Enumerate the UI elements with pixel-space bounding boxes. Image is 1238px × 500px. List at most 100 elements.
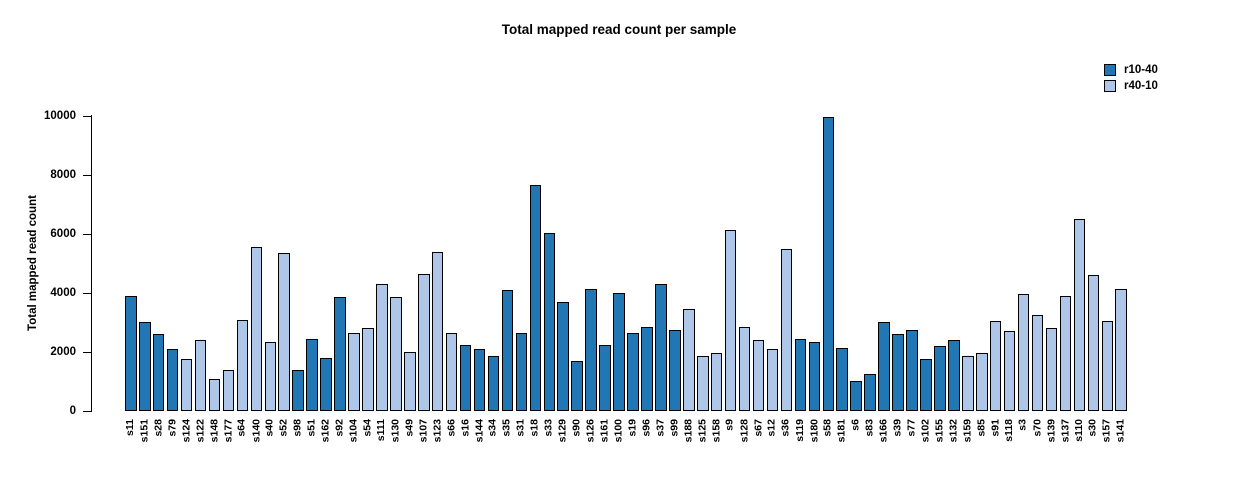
x-tick-label-s96: s96 xyxy=(640,419,653,437)
x-tick-label-s36: s36 xyxy=(779,419,792,437)
x-tick-label-s66: s66 xyxy=(445,419,458,437)
y-tick-label: 6000 xyxy=(50,228,76,240)
x-tick-label-s79: s79 xyxy=(166,419,179,437)
y-tick xyxy=(83,175,91,176)
x-tick-label-s6: s6 xyxy=(849,419,862,431)
y-tick xyxy=(83,293,91,294)
bar-s180 xyxy=(808,342,821,411)
bar-s40 xyxy=(264,342,277,411)
bar-s52 xyxy=(278,253,291,411)
bar-s155 xyxy=(934,346,946,411)
x-tick-label-s64: s64 xyxy=(235,419,248,437)
x-tick-label-s119: s119 xyxy=(793,419,806,442)
legend-label: r10-40 xyxy=(1124,64,1158,76)
x-tick-label-s144: s144 xyxy=(473,419,486,443)
x-tick-label-s98: s98 xyxy=(291,419,304,437)
x-tick-label-s148: s148 xyxy=(208,419,220,443)
bar-s166 xyxy=(878,322,890,411)
bar-s188 xyxy=(683,309,695,411)
x-tick-label-s77: s77 xyxy=(905,419,918,437)
bar-s151 xyxy=(138,322,151,411)
y-tick-label: 2000 xyxy=(50,346,76,358)
y-tick xyxy=(83,352,91,353)
bar-s139 xyxy=(1045,328,1058,411)
bar-s83 xyxy=(864,374,876,411)
legend: r10-40 r40-10 xyxy=(1104,62,1158,94)
bar-s181 xyxy=(836,348,849,411)
x-tick-label-s39: s39 xyxy=(891,419,904,437)
x-tick-label-s83: s83 xyxy=(863,419,876,437)
x-tick-label-s31: s31 xyxy=(514,419,527,437)
x-tick-label-s151: s151 xyxy=(138,419,151,443)
x-tick-label-s99: s99 xyxy=(668,419,681,437)
bar-s30 xyxy=(1087,275,1100,411)
x-tick-label-s158: s158 xyxy=(710,419,723,443)
bar-s122 xyxy=(194,340,207,411)
x-tick-label-s118: s118 xyxy=(1003,419,1016,442)
x-tick-label-s128: s128 xyxy=(738,419,751,443)
bar-s126 xyxy=(585,289,597,411)
bar-s16 xyxy=(459,345,472,411)
bar-s3 xyxy=(1017,294,1030,411)
x-tick-label-s104: s104 xyxy=(347,419,360,443)
x-tick-label-s19: s19 xyxy=(626,419,639,437)
bar-s161 xyxy=(599,345,611,411)
bar-s39 xyxy=(892,334,904,411)
x-tick-label-s161: s161 xyxy=(598,419,611,443)
x-tick-label-s51: s51 xyxy=(305,419,318,437)
bar-s90 xyxy=(571,361,583,411)
x-tick-label-s126: s126 xyxy=(584,419,597,443)
bar-s98 xyxy=(292,370,304,411)
bar-s107 xyxy=(417,274,430,411)
bar-s18 xyxy=(529,185,542,411)
bar-s158 xyxy=(710,353,723,411)
bar-s132 xyxy=(948,340,960,411)
bar-s37 xyxy=(655,284,667,411)
y-tick xyxy=(83,116,91,117)
chart-title: Total mapped read count per sample xyxy=(501,22,737,37)
x-tick-label-s37: s37 xyxy=(654,419,667,437)
x-tick-label-s107: s107 xyxy=(417,419,430,443)
y-tick-label: 0 xyxy=(69,405,76,417)
x-tick-label-s52: s52 xyxy=(277,419,290,437)
x-tick-label-s34: s34 xyxy=(487,419,499,437)
bar-s140 xyxy=(250,247,263,411)
legend-item-r40-10: r40-10 xyxy=(1104,78,1158,94)
bar-s28 xyxy=(152,334,165,411)
bar-s51 xyxy=(306,339,318,411)
bar-s33 xyxy=(543,233,556,411)
x-tick-label-s102: s102 xyxy=(919,419,932,443)
bar-s125 xyxy=(696,356,709,411)
x-tick-label-s130: s130 xyxy=(389,419,402,443)
bar-s104 xyxy=(348,333,360,411)
bar-s34 xyxy=(487,356,500,411)
bar-s6 xyxy=(850,381,862,411)
x-tick-label-s18: s18 xyxy=(528,419,541,437)
bar-s54 xyxy=(362,328,374,411)
x-tick-label-s123: s123 xyxy=(431,419,444,443)
x-tick-label-s111: s111 xyxy=(375,419,388,442)
x-tick-label-s58: s58 xyxy=(821,419,834,437)
x-tick-label-s122: s122 xyxy=(194,419,207,443)
bar-s77 xyxy=(906,330,918,411)
x-tick-label-s180: s180 xyxy=(807,419,820,443)
bar-s102 xyxy=(920,359,932,411)
x-tick-label-s141: s141 xyxy=(1114,419,1127,443)
bar-s92 xyxy=(334,297,346,411)
bar-s19 xyxy=(627,333,639,411)
bar-s91 xyxy=(989,321,1002,411)
bar-s119 xyxy=(794,339,807,411)
y-tick-label: 8000 xyxy=(50,169,76,181)
x-tick-label-s139: s139 xyxy=(1045,419,1057,443)
bar-s11 xyxy=(125,296,137,411)
bar-s66 xyxy=(445,333,458,411)
x-tick-label-s166: s166 xyxy=(877,419,890,443)
legend-swatch-r10-40 xyxy=(1104,64,1116,76)
bar-s67 xyxy=(752,340,765,411)
bar-s130 xyxy=(390,297,402,411)
x-tick-label-s188: s188 xyxy=(682,419,695,443)
legend-item-r10-40: r10-40 xyxy=(1104,62,1158,78)
x-tick-label-s30: s30 xyxy=(1086,419,1099,437)
x-tick-label-s54: s54 xyxy=(361,419,374,437)
bar-s177 xyxy=(222,370,235,411)
